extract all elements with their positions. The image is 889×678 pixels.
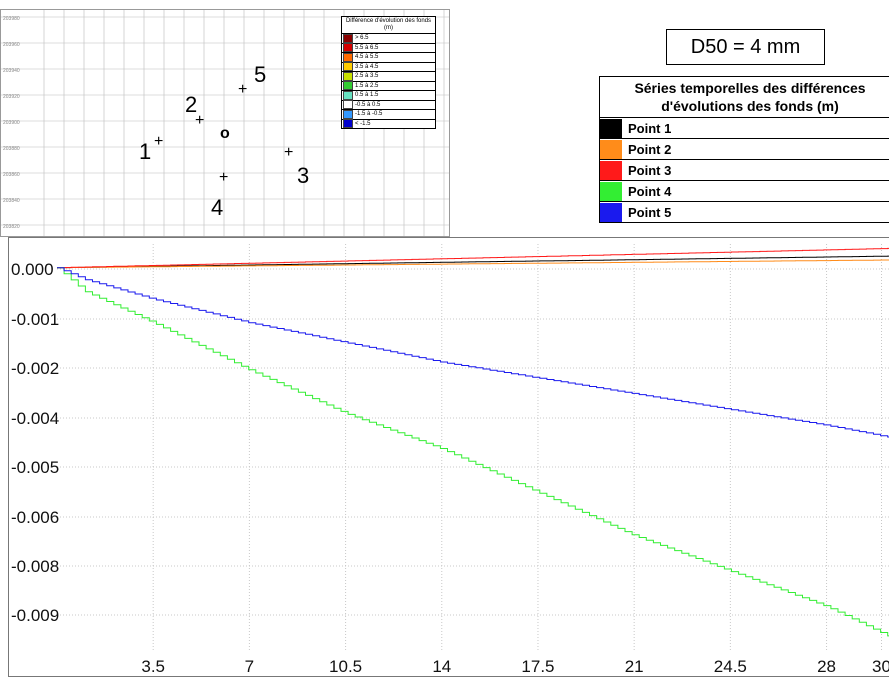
- inset-point-marker: +: [238, 81, 248, 98]
- map-legend-item: -1.5 à -0.5: [342, 109, 435, 120]
- y-tick-label: -0.009: [11, 606, 59, 625]
- inset-point-label: 4: [211, 195, 224, 220]
- series-legend-title: Séries temporelles des différences d'évo…: [600, 77, 889, 118]
- inset-point-marker: +: [154, 133, 164, 150]
- y-tick-label: -0.002: [11, 359, 59, 378]
- map-legend-swatch: [343, 119, 353, 129]
- inset-axis-label: 203980: [3, 16, 20, 22]
- inset-point-label: 5: [254, 62, 267, 87]
- series-legend-item: Point 3: [600, 160, 889, 181]
- x-tick-label: 14: [432, 657, 451, 676]
- inset-point-marker: +: [284, 144, 294, 161]
- series-legend-label: Point 3: [628, 162, 672, 178]
- map-legend-swatch: [343, 52, 353, 62]
- series-legend-label: Point 1: [628, 120, 672, 136]
- map-legend-swatch: [343, 81, 353, 91]
- map-legend-label: -0.5 à 0.5: [355, 101, 381, 108]
- inset-axis-label: 203880: [3, 146, 20, 152]
- map-legend-swatch: [343, 100, 353, 110]
- series-line: [57, 267, 889, 438]
- map-legend-swatch: [343, 109, 353, 119]
- map-legend-label: 1.5 à 2.5: [355, 82, 379, 89]
- map-legend-swatch: [343, 33, 353, 43]
- inset-axis-label: 203960: [3, 42, 20, 48]
- line-chart: 3.5 7 10.5 14 17.5 21 24.5 28 30 0.000 -0.001 -0.00…: [8, 237, 889, 677]
- inset-axis-label: 203920: [3, 94, 20, 100]
- inset-map: 203980 203960 203940 203920 203900 203880 2038…: [0, 9, 450, 237]
- inset-point-marker: +: [195, 112, 205, 129]
- series-line: [57, 259, 889, 269]
- map-legend: Différence d'évolution des fonds (m) > 6…: [341, 16, 436, 129]
- series-legend-label: Point 4: [628, 183, 672, 199]
- map-legend-item: 2.5 à 3.5: [342, 71, 435, 82]
- map-legend-item: > 6.5: [342, 33, 435, 44]
- series-legend-item: Point 4: [600, 181, 889, 202]
- map-legend-label: 5.5 à 6.5: [355, 44, 379, 51]
- map-legend-item: 4.5 à 5.5: [342, 52, 435, 63]
- map-legend-label: -1.5 à -0.5: [355, 111, 383, 118]
- x-tick-label: 30: [872, 657, 889, 676]
- series-legend-swatch: [600, 202, 622, 222]
- map-legend-item: 1.5 à 2.5: [342, 81, 435, 91]
- map-legend-title: Différence d'évolution des fonds (m): [342, 17, 435, 34]
- series-legend-title-line2: d'évolutions des fonds (m): [661, 98, 839, 114]
- map-legend-swatch: [343, 43, 353, 53]
- chart-canvas: 3.5 7 10.5 14 17.5 21 24.5 28 30 0.000 -0.001 -0.00…: [11, 244, 889, 676]
- map-legend-swatch: [343, 62, 353, 72]
- inset-axis-label: 203900: [3, 120, 20, 126]
- series-legend: Séries temporelles des différences d'évo…: [599, 76, 889, 223]
- x-tick-label: 3.5: [141, 657, 165, 676]
- inset-point-label: 3: [297, 163, 310, 188]
- map-legend-item: -0.5 à 0.5: [342, 100, 435, 110]
- d50-label: D50 = 4 mm: [666, 29, 825, 65]
- series-legend-swatch: [600, 139, 622, 159]
- x-tick-label: 17.5: [521, 657, 554, 676]
- y-tick-label: -0.005: [11, 458, 59, 477]
- x-tick-label: 24.5: [714, 657, 747, 676]
- y-tick-label: -0.001: [11, 310, 59, 329]
- series-line: [57, 247, 889, 269]
- map-legend-label: < -1.5: [355, 120, 371, 127]
- map-legend-label: 4.5 à 5.5: [355, 54, 379, 61]
- series-legend-item: Point 2: [600, 139, 889, 160]
- series-legend-label: Point 5: [628, 204, 672, 220]
- inset-axis-label: 203840: [3, 198, 20, 204]
- x-tick-label: 28: [817, 657, 836, 676]
- map-legend-item: 0.5 à 1.5: [342, 90, 435, 101]
- series-legend-item: Point 1: [600, 118, 889, 139]
- inset-point-label: 2: [185, 92, 198, 117]
- map-legend-swatch: [343, 71, 353, 81]
- x-tick-label: 7: [245, 657, 254, 676]
- inset-point-marker: +: [219, 169, 229, 186]
- series-line: [57, 267, 889, 637]
- map-legend-swatch: [343, 90, 353, 100]
- map-legend-label: 3.5 à 4.5: [355, 63, 379, 70]
- series-legend-swatch: [600, 118, 622, 138]
- inset-axis-label: 203860: [3, 172, 20, 178]
- map-legend-label: 0.5 à 1.5: [355, 92, 379, 99]
- series-legend-title-line1: Séries temporelles des différences: [634, 80, 866, 96]
- map-legend-label: 2.5 à 3.5: [355, 73, 379, 80]
- y-tick-label: -0.006: [11, 508, 59, 527]
- inset-station-marker: o: [220, 125, 230, 142]
- y-tick-label: -0.008: [11, 557, 59, 576]
- series-line: [57, 255, 889, 269]
- map-legend-label: > 6.5: [355, 35, 369, 42]
- y-tick-label: 0.000: [11, 260, 54, 279]
- series-legend-swatch: [600, 181, 622, 201]
- series-legend-label: Point 2: [628, 141, 672, 157]
- x-tick-label: 21: [625, 657, 644, 676]
- map-legend-item: < -1.5: [342, 119, 435, 129]
- series-legend-swatch: [600, 160, 622, 180]
- series-legend-item: Point 5: [600, 202, 889, 222]
- inset-point-label: 1: [139, 139, 152, 164]
- map-legend-item: 5.5 à 6.5: [342, 43, 435, 53]
- inset-axis-label: 203820: [3, 224, 20, 230]
- inset-axis-label: 203940: [3, 68, 20, 74]
- y-tick-label: -0.004: [11, 409, 59, 428]
- map-legend-item: 3.5 à 4.5: [342, 62, 435, 72]
- x-tick-label: 10.5: [329, 657, 362, 676]
